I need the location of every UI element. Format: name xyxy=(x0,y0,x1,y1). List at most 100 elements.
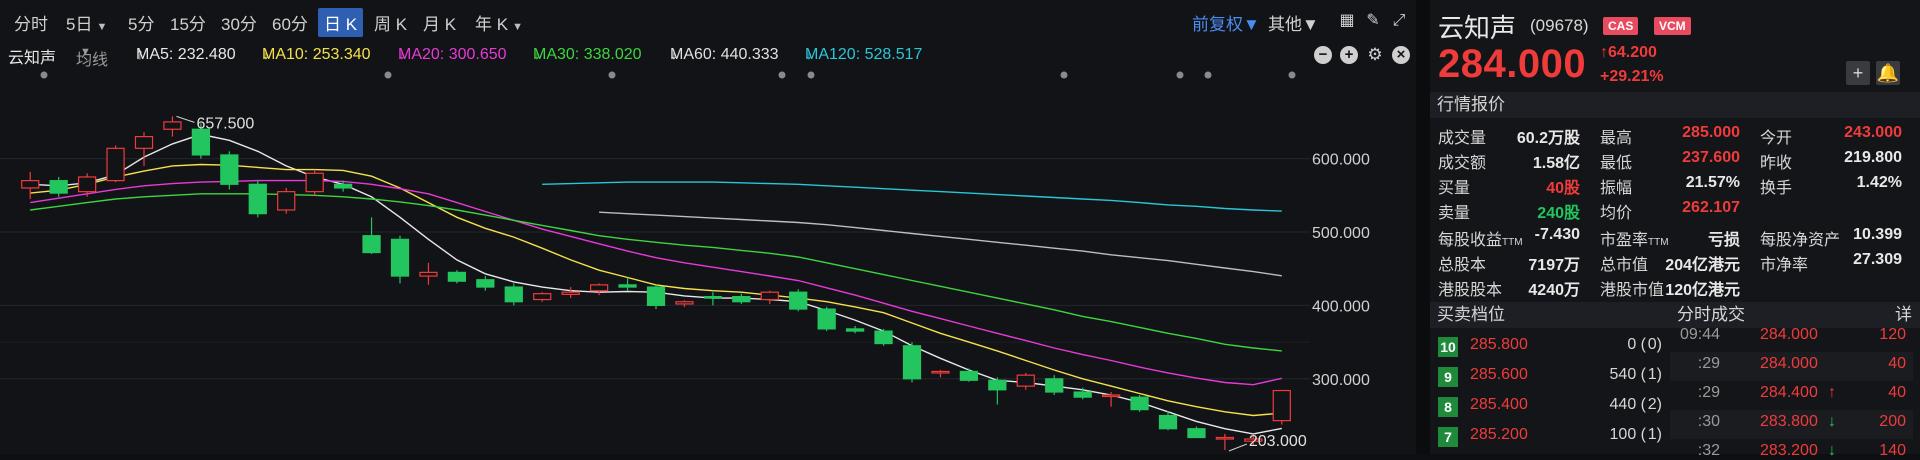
ask-price[interactable]: 285.400 xyxy=(1470,396,1528,413)
event-dot-icon xyxy=(40,71,48,79)
stat-label: 成交额 xyxy=(1438,155,1487,172)
other-dropdown[interactable]: 其他▼ xyxy=(1268,10,1319,35)
tab-monthly-k[interactable]: 月 K xyxy=(423,15,457,34)
stat-value: 219.800 xyxy=(1844,149,1902,166)
ask-price[interactable]: 285.200 xyxy=(1470,426,1528,443)
stock-title: 云知声 xyxy=(1438,13,1517,43)
stat-value: 243.000 xyxy=(1844,124,1902,141)
panel-divider[interactable] xyxy=(1416,0,1430,454)
candle-up xyxy=(1016,374,1035,387)
close-circle-icon[interactable]: × xyxy=(1392,46,1410,64)
fullscreen-icon[interactable]: ⤢ xyxy=(1392,12,1406,29)
gear-icon[interactable]: ⚙ xyxy=(1367,45,1383,64)
candle-down xyxy=(902,345,922,380)
trades-detail-button[interactable]: 详 xyxy=(1895,305,1912,324)
tab-15min[interactable]: 15分 xyxy=(170,15,206,34)
minus-circle-icon[interactable]: − xyxy=(1314,46,1332,64)
candle-up xyxy=(419,271,438,277)
stat-label: 每股收益TTM xyxy=(1438,232,1523,249)
candle-up xyxy=(305,172,324,193)
low-marker-line xyxy=(1228,443,1248,452)
stat-value: 285.000 xyxy=(1682,124,1740,141)
stat-label: 总股本 xyxy=(1438,257,1487,274)
trade-time: 09:44 xyxy=(1679,326,1720,343)
candle-down xyxy=(447,271,467,282)
level-number-badge: 9 xyxy=(1438,367,1458,387)
candle-up xyxy=(561,291,580,295)
candle-down xyxy=(504,286,523,303)
candle-down xyxy=(874,330,893,345)
stat-label: 振幅 xyxy=(1600,180,1633,197)
trade-volume: 140 xyxy=(1879,442,1906,459)
ma5-arrow: ↑ xyxy=(136,46,144,63)
stat-label: 昨收 xyxy=(1760,155,1793,172)
stat-value: 262.107 xyxy=(1682,199,1740,216)
ma20-value: MA20: 300.650 xyxy=(398,46,507,63)
tab-5day[interactable]: 5日 ▼ xyxy=(66,10,107,35)
candle-down xyxy=(703,295,723,299)
y-tick-label: 300.000 xyxy=(1312,372,1370,389)
period-toolbar: 分时 5日 ▼ 5分 15分 30分 60分 日 K 周 K 月 K 年 K ▼ 前… xyxy=(0,6,1416,37)
stock-code: (09678) xyxy=(1530,16,1589,35)
candle-down xyxy=(959,370,979,381)
stat-value: 27.309 xyxy=(1853,251,1902,268)
low-label: 203.000 xyxy=(1249,433,1307,450)
stock-name-label: 云知声 xyxy=(8,50,57,67)
ask-count: 0) xyxy=(1647,336,1662,353)
candle-up xyxy=(675,301,694,305)
stat-label: 卖量 xyxy=(1438,205,1471,222)
chevron-down-icon: ▼ xyxy=(1243,15,1260,34)
trade-price: 283.800 xyxy=(1760,413,1818,430)
stat-label: 最低 xyxy=(1600,155,1633,172)
ma-line-ma20 xyxy=(30,179,1282,386)
ask-volume: 540 ( xyxy=(1609,366,1646,383)
tab-30min[interactable]: 30分 xyxy=(221,15,257,34)
trade-volume: 40 xyxy=(1888,355,1906,372)
tab-yearly-k[interactable]: 年 K ▼ xyxy=(475,10,523,35)
tab-daily-k[interactable]: 日 K xyxy=(318,8,364,37)
candle-down xyxy=(1073,391,1092,398)
ttm-suffix: TTM xyxy=(1648,237,1669,248)
event-dot-icon xyxy=(1204,71,1212,79)
plus-circle-icon[interactable]: + xyxy=(1340,46,1358,64)
candle-up xyxy=(1272,389,1291,422)
stat-value: 1.58亿 xyxy=(1532,155,1580,172)
ma-legend-bar: 云知声 均线 ▼ MA5: 232.480 ↑ MA10: 253.340 ↓ M… xyxy=(0,42,1416,69)
trade-price: 283.200 xyxy=(1760,442,1818,459)
trade-time: :29 xyxy=(1697,384,1720,401)
tab-weekly-k[interactable]: 周 K xyxy=(374,15,408,34)
tab-60min[interactable]: 60分 xyxy=(272,15,308,34)
section-orderbook-header: 买卖档位 xyxy=(1430,302,1673,328)
candle-down xyxy=(618,284,637,288)
trade-price: 284.000 xyxy=(1760,326,1818,343)
grid-icon[interactable]: ▦ xyxy=(1339,12,1355,29)
candle-up xyxy=(106,147,125,182)
adjust-dropdown[interactable]: 前复权▼ xyxy=(1192,10,1260,35)
stat-value: 204亿港元 xyxy=(1665,257,1740,274)
chevron-down-icon: ▼ xyxy=(96,21,108,33)
ask-count: 1) xyxy=(1647,426,1662,443)
alert-bell-icon[interactable]: 🔔 xyxy=(1876,61,1900,85)
change-arrow: ↑ xyxy=(1600,44,1608,61)
tab-intraday[interactable]: 分时 xyxy=(14,15,48,34)
vcm-badge: VCM xyxy=(1654,17,1691,35)
stat-value: 60.2万股 xyxy=(1516,130,1580,147)
kline-chart[interactable]: 600.000 500.000 400.000 300.000 657.500 203.0… xyxy=(0,66,1416,454)
candle-down xyxy=(817,308,836,330)
stat-label: 最高 xyxy=(1600,130,1633,147)
trade-time: :32 xyxy=(1697,442,1720,459)
candle-down xyxy=(333,183,353,189)
ask-price[interactable]: 285.800 xyxy=(1470,336,1528,353)
tab-5min[interactable]: 5分 xyxy=(128,15,155,34)
candle-down xyxy=(988,379,1007,391)
candle-up xyxy=(21,180,40,189)
up-arrow-icon: ↑ xyxy=(1828,384,1836,401)
add-watchlist-button[interactable]: + xyxy=(1846,61,1870,85)
section-quote-header: 行情报价 xyxy=(1430,92,1920,118)
draw-pen-icon[interactable]: ✎ xyxy=(1366,12,1380,29)
candle-down xyxy=(1130,396,1149,411)
candle-up xyxy=(589,284,609,292)
ask-price[interactable]: 285.600 xyxy=(1470,366,1528,383)
ask-volume: 100 ( xyxy=(1609,426,1646,443)
candle-down xyxy=(1045,378,1064,393)
